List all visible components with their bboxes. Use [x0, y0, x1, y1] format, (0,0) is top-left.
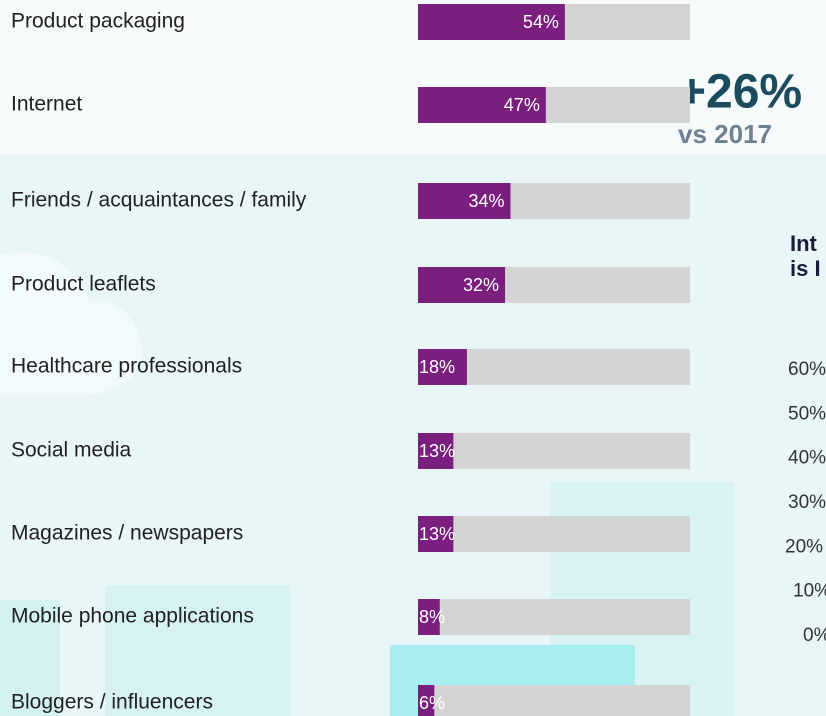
- bar-track: [418, 685, 690, 716]
- value-label: 32%: [463, 275, 499, 295]
- y-tick-label: 40%: [788, 448, 826, 469]
- building: [0, 600, 60, 716]
- category-label: Bloggers / influencers: [11, 691, 213, 714]
- building: [105, 585, 290, 716]
- y-tick-label: 10%: [793, 581, 826, 602]
- value-label: 47%: [504, 95, 540, 115]
- value-label: 6%: [419, 693, 445, 713]
- bar: [418, 516, 454, 552]
- y-tick-label: 50%: [788, 403, 826, 424]
- y-tick-label: 30%: [788, 492, 826, 513]
- bar-track: [418, 599, 690, 635]
- category-label: Healthcare professionals: [11, 355, 242, 378]
- bar: [418, 183, 511, 219]
- bar: [418, 267, 506, 303]
- bar: [418, 349, 467, 385]
- subheadline: vs 2017: [678, 119, 772, 149]
- y-tick-label: 20%: [785, 536, 823, 557]
- y-tick-label: 60%: [788, 359, 826, 380]
- category-label: Magazines / newspapers: [11, 522, 243, 545]
- value-label: 34%: [468, 191, 504, 211]
- category-label: Product packaging: [11, 10, 185, 33]
- value-label: 13%: [419, 441, 455, 461]
- cloud: [0, 252, 142, 395]
- chart-title: Int: [790, 231, 818, 256]
- bar-track: [418, 516, 690, 552]
- bar-track: [418, 433, 690, 469]
- y-tick-label: 0%: [803, 625, 826, 646]
- value-label: 13%: [419, 524, 455, 544]
- bar: [418, 433, 454, 469]
- category-label: Social media: [11, 439, 132, 462]
- chart-title: is I: [790, 256, 821, 281]
- value-label: 8%: [419, 607, 445, 627]
- bar: [418, 4, 565, 40]
- bar: [418, 685, 435, 716]
- bar: [418, 599, 440, 635]
- bar: [418, 87, 546, 123]
- value-label: 54%: [523, 12, 559, 32]
- headline: +26%: [678, 66, 802, 119]
- category-label: Friends / acquaintances / family: [11, 189, 307, 212]
- category-label: Mobile phone applications: [11, 605, 254, 628]
- category-label: Internet: [11, 93, 82, 116]
- value-label: 18%: [419, 357, 455, 377]
- category-label: Product leaflets: [11, 273, 156, 296]
